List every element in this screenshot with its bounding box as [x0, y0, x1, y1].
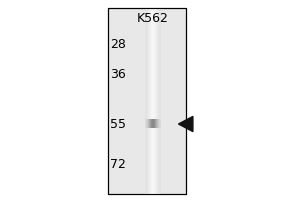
Text: K562: K562: [137, 12, 169, 25]
Bar: [160, 8, 161, 194]
Bar: [145, 118, 146, 128]
Bar: [157, 118, 158, 128]
Text: 55: 55: [110, 117, 126, 130]
Bar: [147, 8, 148, 194]
Text: 28: 28: [110, 38, 126, 50]
Text: 72: 72: [110, 158, 126, 170]
Bar: [150, 8, 151, 194]
Bar: [148, 8, 149, 194]
Bar: [149, 118, 150, 128]
Bar: [156, 8, 157, 194]
Bar: [146, 118, 147, 128]
Bar: [108, 8, 186, 194]
Bar: [152, 8, 153, 194]
Bar: [160, 8, 161, 194]
Bar: [159, 118, 160, 128]
Bar: [158, 118, 159, 128]
Bar: [153, 8, 154, 194]
Bar: [148, 118, 149, 128]
Bar: [156, 118, 157, 128]
Bar: [157, 8, 158, 194]
Bar: [108, 8, 186, 194]
Bar: [152, 118, 153, 128]
Bar: [153, 118, 154, 128]
Bar: [146, 8, 147, 194]
Bar: [154, 8, 155, 194]
Bar: [154, 118, 155, 128]
Bar: [155, 8, 156, 194]
Bar: [149, 8, 150, 194]
Bar: [160, 118, 161, 128]
Bar: [158, 8, 159, 194]
Bar: [147, 118, 148, 128]
Bar: [155, 118, 156, 128]
Text: 36: 36: [110, 68, 126, 80]
Bar: [145, 8, 146, 194]
Bar: [160, 118, 161, 128]
Bar: [159, 8, 160, 194]
Bar: [150, 118, 151, 128]
Polygon shape: [178, 116, 193, 132]
